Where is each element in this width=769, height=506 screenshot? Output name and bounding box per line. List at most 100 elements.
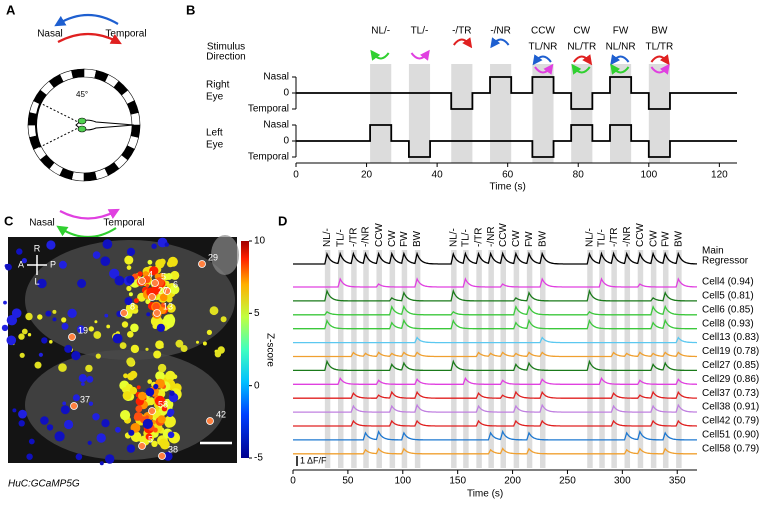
activity-blob bbox=[60, 405, 70, 415]
stimulus-period bbox=[376, 250, 382, 468]
label: Nasal bbox=[37, 29, 63, 40]
activity-blob bbox=[26, 453, 33, 460]
activity-blob bbox=[138, 391, 147, 401]
level-label: Temporal bbox=[248, 104, 289, 115]
eye-label: Right bbox=[206, 80, 230, 91]
activity-blob bbox=[161, 302, 166, 308]
cell-marker bbox=[198, 260, 206, 268]
stimulus-label: NL/- bbox=[448, 228, 459, 247]
eye-label: Eye bbox=[206, 140, 224, 151]
stimulus-period bbox=[571, 64, 593, 163]
activity-blob bbox=[119, 342, 127, 349]
x-tick-label: 0 bbox=[290, 476, 296, 487]
activity-blob bbox=[105, 454, 115, 464]
activity-blob bbox=[159, 438, 168, 448]
activity-blob bbox=[52, 317, 57, 322]
activity-blob bbox=[123, 373, 128, 379]
panel-letter: D bbox=[278, 213, 287, 228]
stimulus-label: CCW bbox=[635, 223, 646, 247]
stimulus-period bbox=[513, 250, 520, 468]
panel-letter: A bbox=[6, 2, 16, 17]
x-tick-label: 350 bbox=[669, 476, 686, 487]
trace bbox=[293, 376, 697, 385]
activity-blob bbox=[167, 256, 178, 267]
arrow bbox=[650, 63, 670, 75]
stimulus-label: CW bbox=[573, 26, 590, 37]
activity-blob bbox=[61, 322, 69, 330]
stimulus-period bbox=[611, 250, 617, 468]
stimulus-period bbox=[408, 64, 431, 163]
stimulus-direction-label: Direction bbox=[206, 52, 245, 63]
activity-blob bbox=[135, 405, 143, 413]
drum-segment bbox=[83, 171, 97, 182]
activity-blob bbox=[126, 275, 135, 284]
activity-blob bbox=[164, 415, 176, 428]
activity-blob bbox=[12, 408, 17, 413]
activity-blob bbox=[142, 271, 149, 277]
arrow bbox=[650, 54, 670, 66]
x-tick-label: 20 bbox=[361, 170, 373, 181]
activity-blob bbox=[115, 426, 121, 433]
arrow bbox=[534, 63, 554, 75]
activity-blob bbox=[86, 375, 94, 383]
activity-blob bbox=[104, 313, 109, 318]
activity-blob bbox=[153, 383, 159, 390]
stimulus-period bbox=[540, 250, 546, 468]
activity-blob bbox=[128, 292, 133, 297]
activity-blob bbox=[28, 438, 35, 445]
brain-region bbox=[211, 235, 239, 275]
activity-blob bbox=[180, 345, 188, 352]
activity-blob bbox=[151, 440, 158, 447]
activity-blob bbox=[120, 410, 131, 421]
trace-label: Cell4 (0.94) bbox=[702, 277, 754, 288]
activity-blob bbox=[37, 314, 43, 320]
activity-blob bbox=[165, 273, 173, 280]
stimulus-label: -/NR bbox=[361, 226, 372, 247]
arrow bbox=[370, 49, 390, 61]
activity-blob bbox=[62, 401, 67, 406]
activity-blob bbox=[18, 409, 27, 419]
cell-marker bbox=[148, 407, 156, 415]
activity-blob bbox=[6, 335, 17, 346]
stimulus-label: -/NR bbox=[486, 226, 497, 247]
stimulus-period bbox=[587, 250, 593, 468]
activity-blob bbox=[166, 410, 174, 418]
stimulus-label: CCW bbox=[374, 223, 385, 247]
activity-blob bbox=[206, 329, 212, 335]
activity-blob bbox=[87, 440, 92, 445]
stimulus-period bbox=[526, 250, 533, 468]
activity-blob bbox=[58, 260, 67, 269]
activity-blob bbox=[5, 263, 12, 271]
stimulus-period bbox=[451, 64, 473, 163]
trace-label: Cell58 (0.79) bbox=[702, 443, 759, 454]
view-line bbox=[37, 101, 85, 126]
activity-blob bbox=[18, 333, 25, 340]
activity-blob bbox=[164, 242, 169, 247]
x-tick-label: 300 bbox=[614, 476, 631, 487]
stimulus-label: TL/- bbox=[461, 229, 472, 247]
x-tick-label: 100 bbox=[394, 476, 411, 487]
stimulus-period bbox=[500, 250, 506, 468]
stimulus-period bbox=[648, 64, 670, 163]
activity-blob bbox=[100, 256, 111, 267]
scale-bar-label: 1 ΔF/F bbox=[300, 455, 327, 465]
drum-segment bbox=[71, 68, 85, 79]
activity-blob bbox=[132, 304, 139, 311]
stimulus-period bbox=[370, 64, 392, 163]
colorbar bbox=[241, 241, 249, 458]
activity-blob bbox=[114, 275, 125, 286]
stimulus-period bbox=[599, 250, 605, 468]
arrow bbox=[572, 54, 593, 66]
activity-blob bbox=[38, 352, 44, 357]
stimulus-period bbox=[324, 250, 331, 468]
label: Temporal bbox=[103, 218, 144, 229]
stimulus-period bbox=[488, 250, 494, 468]
colorbar-tick-label: -5 bbox=[254, 453, 263, 464]
trace bbox=[293, 251, 697, 265]
stimulus-label: FW bbox=[399, 231, 410, 247]
stimulus-label: CCW bbox=[531, 26, 555, 37]
cell-marker bbox=[153, 309, 161, 317]
activity-blob bbox=[126, 357, 135, 366]
activity-blob bbox=[136, 385, 141, 390]
